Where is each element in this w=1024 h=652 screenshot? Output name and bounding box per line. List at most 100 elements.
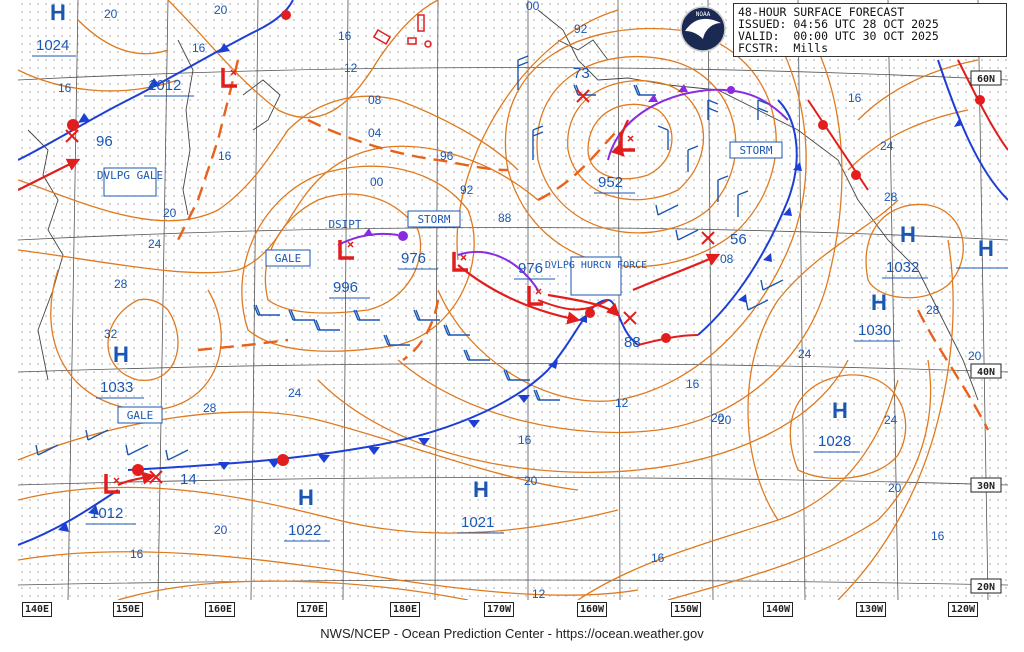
- svg-text:20: 20: [711, 411, 725, 425]
- high-label: H: [978, 236, 994, 261]
- surface-map: H 1024 H 1033 H 1022 H 1021 H 1032 H 103…: [17, 0, 1009, 601]
- high-pressure: 1021: [461, 514, 494, 531]
- svg-text:30N: 30N: [977, 481, 995, 492]
- warning-dsipt: DSIPT: [328, 218, 361, 231]
- svg-text:12: 12: [344, 61, 358, 75]
- noaa-logo: NOAA: [679, 5, 727, 53]
- movement-arrows: [17, 119, 721, 486]
- svg-text:16: 16: [518, 433, 532, 447]
- warning-dvlpg-hurcn-force: DVLPG HURCN FORCE: [545, 260, 647, 271]
- svg-text:20: 20: [214, 523, 228, 537]
- lon-label: 150W: [671, 602, 702, 617]
- warning-labels: DVLPG GALE GALE DSIPT STORM DVLPG HURCN …: [97, 141, 783, 424]
- future-position-markers: [65, 89, 715, 484]
- high-label: H: [473, 477, 489, 502]
- isobar-values: 20 20 16 16 12 08 04 00 96 92 88 92 00 1…: [58, 0, 982, 601]
- forecaster: FCSTR: Mills: [738, 41, 829, 55]
- low-pressure: 1012: [148, 77, 181, 94]
- svg-text:24: 24: [880, 139, 894, 153]
- lon-label: 180E: [390, 602, 421, 617]
- svg-text:16: 16: [338, 29, 352, 43]
- high-centers: H 1024 H 1033 H 1022 H 1021 H 1032 H 103…: [36, 0, 994, 539]
- svg-text:28: 28: [203, 401, 217, 415]
- svg-text:16: 16: [931, 529, 945, 543]
- high-label: H: [298, 485, 314, 510]
- high-pressure: 1024: [36, 37, 69, 54]
- warning-gale: GALE: [127, 409, 154, 422]
- svg-text:56: 56: [730, 231, 747, 248]
- svg-text:92: 92: [574, 22, 588, 36]
- troughs: [176, 59, 990, 431]
- high-label: H: [900, 222, 916, 247]
- svg-text:24: 24: [288, 386, 302, 400]
- issued-time: ISSUED: 04:56 UTC 28 OCT 2025: [738, 17, 939, 31]
- low-pressure: 976: [518, 260, 543, 277]
- svg-text:24: 24: [884, 413, 898, 427]
- lon-label: 160E: [205, 602, 236, 617]
- low-pressure: 1012: [90, 505, 123, 522]
- svg-text:20: 20: [524, 474, 538, 488]
- high-pressure: 1030: [858, 322, 891, 339]
- isobars: [17, 0, 979, 601]
- high-underlines: [32, 55, 1008, 542]
- forecast-title: 48-HOUR SURFACE FORECAST: [738, 5, 905, 19]
- cold-front-barbs: [58, 43, 963, 532]
- svg-text:32: 32: [104, 327, 118, 341]
- lon-label: 170E: [297, 602, 328, 617]
- svg-text:60N: 60N: [977, 74, 995, 85]
- lon-label: 140E: [22, 602, 53, 617]
- lon-label: 160W: [577, 602, 608, 617]
- svg-text:12: 12: [532, 587, 546, 600]
- svg-text:08: 08: [368, 93, 382, 107]
- svg-text:88: 88: [624, 334, 641, 351]
- low-symbols: [104, 68, 635, 494]
- warm-front-bumps: [67, 10, 985, 476]
- svg-text:20: 20: [968, 349, 982, 363]
- svg-text:20N: 20N: [977, 582, 995, 593]
- wind-barbs: [35, 55, 784, 461]
- forecast-header: 48-HOUR SURFACE FORECAST ISSUED: 04:56 U…: [733, 3, 1007, 57]
- svg-text:04: 04: [368, 126, 382, 140]
- high-label: H: [113, 342, 129, 367]
- islands: [372, 14, 432, 48]
- svg-text:16: 16: [58, 81, 72, 95]
- svg-text:16: 16: [218, 149, 232, 163]
- svg-text:28: 28: [884, 190, 898, 204]
- high-label: H: [832, 398, 848, 423]
- high-pressure: 1028: [818, 433, 851, 450]
- coastlines: [27, 9, 979, 401]
- warning-gale: GALE: [275, 252, 302, 265]
- warning-dvlpg-gale: DVLPG GALE: [97, 169, 163, 182]
- svg-text:92: 92: [460, 183, 474, 197]
- svg-text:00: 00: [370, 175, 384, 189]
- svg-text:12: 12: [615, 396, 629, 410]
- svg-text:40N: 40N: [977, 367, 995, 378]
- svg-text:20: 20: [163, 206, 177, 220]
- longitude-label-row: 140E 150E 160E 170E 180E 170W 160W 150W …: [0, 602, 1024, 620]
- svg-text:73: 73: [573, 65, 590, 82]
- low-pressure: 996: [333, 279, 358, 296]
- svg-text:00: 00: [526, 0, 540, 13]
- svg-text:96: 96: [440, 149, 454, 163]
- low-pressure: 952: [598, 174, 623, 191]
- svg-text:96: 96: [96, 133, 113, 150]
- high-pressure: 1033: [100, 379, 133, 396]
- warning-storm: STORM: [739, 144, 772, 157]
- lon-label: 130W: [856, 602, 887, 617]
- future-positions: 96 73 56 88 14: [96, 65, 747, 488]
- svg-text:24: 24: [798, 347, 812, 361]
- svg-text:16: 16: [192, 41, 206, 55]
- svg-text:08: 08: [720, 252, 734, 266]
- valid-time: VALID: 00:00 UTC 30 OCT 2025: [738, 29, 939, 43]
- latitude-labels: 60N 40N 30N 20N: [970, 70, 1002, 594]
- low-pressure: 976: [401, 250, 426, 267]
- lon-label: 140W: [763, 602, 794, 617]
- svg-text:16: 16: [651, 551, 665, 565]
- lon-label: 150E: [113, 602, 144, 617]
- lon-label: 170W: [484, 602, 515, 617]
- credit-line: NWS/NCEP - Ocean Prediction Center - htt…: [320, 626, 704, 641]
- svg-text:20: 20: [214, 3, 228, 17]
- svg-text:28: 28: [926, 303, 940, 317]
- svg-text:28: 28: [114, 277, 128, 291]
- lon-label: 120W: [948, 602, 979, 617]
